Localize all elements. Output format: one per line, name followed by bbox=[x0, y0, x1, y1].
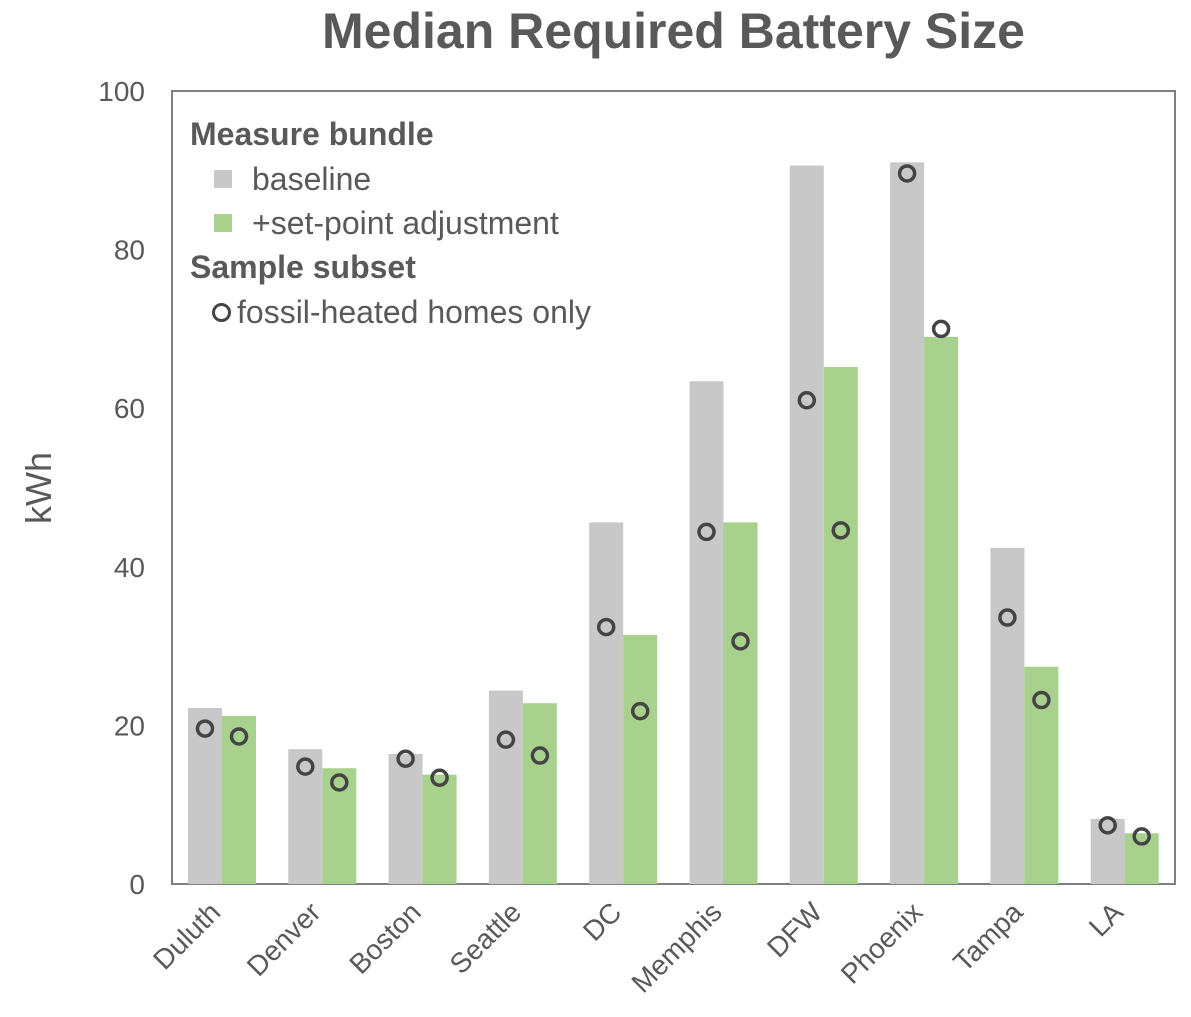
bar-setpoint bbox=[1124, 833, 1159, 884]
y-tick-label: 60 bbox=[114, 393, 145, 424]
setpoint-swatch-icon bbox=[214, 214, 232, 232]
x-tick-label: Duluth bbox=[147, 896, 226, 975]
bar-setpoint bbox=[623, 634, 658, 884]
bar-baseline bbox=[789, 165, 824, 885]
x-tick-label: Phoenix bbox=[835, 896, 928, 989]
marker-fossil-baseline bbox=[697, 522, 716, 542]
marker-fossil-baseline bbox=[897, 164, 917, 183]
y-tick-label: 20 bbox=[114, 710, 145, 741]
baseline-swatch-icon bbox=[214, 170, 232, 188]
bar-baseline bbox=[689, 381, 724, 884]
bar-baseline bbox=[388, 753, 423, 884]
y-tick-label: 0 bbox=[129, 869, 145, 900]
bar-baseline bbox=[589, 522, 624, 884]
marker-fossil-baseline bbox=[296, 757, 315, 776]
bar-setpoint bbox=[422, 774, 457, 884]
x-tick-label: Memphis bbox=[625, 896, 727, 998]
x-tick-label: Tampa bbox=[947, 896, 1029, 978]
chart-title: Median Required Battery Size bbox=[322, 3, 1025, 59]
y-tick-label: 100 bbox=[98, 76, 145, 107]
marker-fossil-baseline bbox=[797, 391, 817, 410]
bar-baseline bbox=[488, 690, 523, 884]
bar-baseline bbox=[288, 749, 323, 884]
marker-fossil-baseline bbox=[195, 719, 215, 738]
legend-label-setpoint: +set-point adjustment bbox=[252, 205, 559, 241]
marker-fossil-baseline bbox=[998, 608, 1017, 627]
x-tick-label: Seattle bbox=[444, 896, 528, 980]
legend-item-setpoint: +set-point adjustment bbox=[190, 201, 591, 245]
bar-setpoint bbox=[322, 768, 357, 884]
bar-baseline bbox=[1090, 818, 1125, 884]
marker-fossil-baseline bbox=[496, 730, 516, 749]
legend: Measure bundle baseline +set-point adjus… bbox=[190, 112, 591, 334]
marker-fossil-setpoint bbox=[330, 773, 349, 792]
marker-fossil-setpoint bbox=[430, 768, 449, 787]
bar-setpoint bbox=[222, 715, 256, 884]
y-tick-label: 80 bbox=[114, 235, 145, 266]
marker-fossil-baseline bbox=[1098, 816, 1117, 835]
marker-fossil-setpoint bbox=[731, 632, 750, 651]
bar-setpoint bbox=[1024, 666, 1059, 884]
bar-setpoint bbox=[924, 336, 959, 885]
marker-fossil-setpoint bbox=[1032, 690, 1051, 710]
x-tick-label: DC bbox=[577, 896, 628, 947]
marker-fossil-setpoint bbox=[931, 319, 951, 339]
x-tick-label: DFW bbox=[761, 896, 828, 963]
y-tick-label: 40 bbox=[114, 552, 145, 583]
marker-fossil-setpoint bbox=[630, 701, 650, 721]
marker-fossil-setpoint bbox=[831, 521, 851, 540]
bar-setpoint bbox=[522, 703, 557, 884]
x-tick-label: Boston bbox=[343, 896, 427, 980]
circle-marker-icon bbox=[212, 302, 231, 322]
legend-heading-measure-bundle: Measure bundle bbox=[190, 116, 434, 152]
marker-fossil-setpoint bbox=[530, 746, 550, 765]
marker-fossil-baseline bbox=[396, 749, 415, 768]
marker-fossil-setpoint bbox=[229, 727, 249, 746]
bar-setpoint bbox=[823, 366, 858, 884]
marker-fossil-baseline bbox=[596, 617, 616, 637]
bar-baseline bbox=[990, 547, 1025, 884]
plot-frame bbox=[171, 90, 1176, 885]
legend-item-fossil: fossil-heated homes only bbox=[190, 290, 591, 334]
x-tick-label: Denver bbox=[241, 896, 327, 982]
bar-setpoint bbox=[723, 522, 758, 884]
x-tick-label: LA bbox=[1083, 896, 1129, 942]
legend-heading-sample-subset: Sample subset bbox=[190, 249, 416, 285]
marker-fossil-setpoint bbox=[1132, 827, 1151, 846]
legend-label-fossil: fossil-heated homes only bbox=[237, 294, 591, 330]
bar-baseline bbox=[890, 162, 925, 884]
legend-item-baseline: baseline bbox=[190, 157, 591, 201]
legend-label-baseline: baseline bbox=[252, 161, 372, 197]
